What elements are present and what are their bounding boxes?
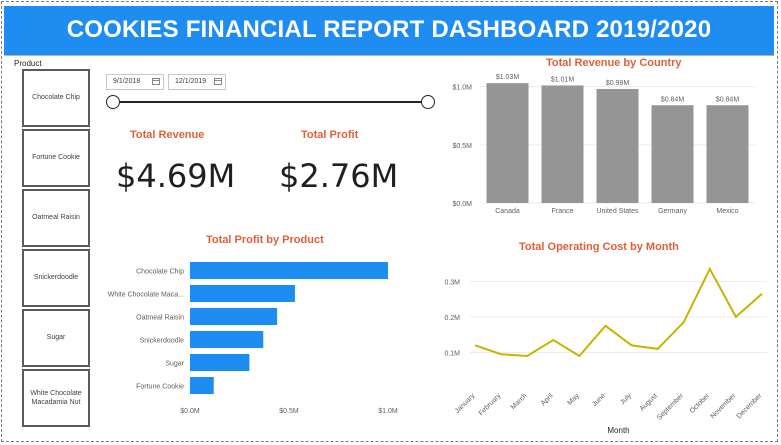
bar <box>190 354 250 371</box>
y-tick-label: Oatmeal Raisin <box>136 315 184 322</box>
data-label: $0.84M <box>661 96 685 103</box>
x-tick-label: August <box>639 392 659 412</box>
total-revenue-value: $4.69M <box>116 157 236 195</box>
product-slicer-title: Product <box>14 59 42 68</box>
operating-cost-title: Total Operating Cost by Month <box>519 241 679 253</box>
bar <box>706 105 749 203</box>
x-tick-label: $0.5M <box>279 408 299 415</box>
bar <box>596 88 639 203</box>
range-start-handle[interactable] <box>106 95 120 109</box>
slicer-item-chocolate-chip[interactable]: Chocolate Chip <box>22 69 90 127</box>
x-tick-label: France <box>552 208 574 215</box>
x-tick-label: Canada <box>495 208 520 215</box>
bar <box>541 85 584 203</box>
profit-by-product-title: Total Profit by Product <box>206 234 324 246</box>
y-tick-label: 0.2M <box>444 315 460 322</box>
bar <box>190 262 388 279</box>
data-label: $0.84M <box>716 96 740 103</box>
x-tick-label: Mexico <box>716 208 738 215</box>
range-end-handle[interactable] <box>421 95 435 109</box>
x-tick-label: July <box>619 392 633 406</box>
x-tick-label: May <box>566 392 581 407</box>
slicer-item-sugar[interactable]: Sugar <box>22 309 90 367</box>
revenue-by-country-chart: $0.0M $0.5M $1.0M $1.03M Canada $1.01M France $… <box>453 74 755 215</box>
slicer-item-oatmeal-raisin[interactable]: Oatmeal Raisin <box>22 189 90 247</box>
bar <box>651 105 694 203</box>
data-label: $1.01M <box>551 76 575 83</box>
dashboard-title: COOKIES FINANCIAL REPORT DASHBOARD 2019/… <box>4 6 774 56</box>
x-tick-label: January <box>454 392 477 415</box>
x-tick-label: September <box>656 392 686 422</box>
y-tick-label: $0.5M <box>453 143 473 150</box>
x-tick-label: $1.0M <box>378 408 398 415</box>
total-profit-label: Total Profit <box>301 129 359 141</box>
y-tick-label: 0.3M <box>444 279 460 286</box>
date-range-track[interactable] <box>113 101 428 103</box>
slicer-item-snickerdoodle[interactable]: Snickerdoodle <box>22 249 90 307</box>
y-tick-label: Chocolate Chip <box>136 269 184 276</box>
total-profit-value: $2.76M <box>279 157 399 195</box>
calendar-icon[interactable] <box>214 78 222 85</box>
x-tick-label: April <box>540 392 555 407</box>
profit-by-product-chart: Chocolate Chip White Chocolate Maca... Oat… <box>108 262 398 415</box>
total-revenue-label: Total Revenue <box>130 129 205 141</box>
x-tick-label: June <box>591 392 607 408</box>
y-tick-label: Sugar <box>165 361 184 368</box>
x-tick-label: Germany <box>658 208 687 215</box>
y-tick-label: $1.0M <box>453 85 473 92</box>
y-tick-label: $0.0M <box>453 201 473 208</box>
slicer-item-white-chocolate-macadamia-nut[interactable]: White Chocolate Macadamia Nut <box>22 369 90 427</box>
calendar-icon[interactable] <box>152 78 160 85</box>
banner-divider <box>4 55 774 56</box>
end-date-value: 12/1/2019 <box>175 78 207 85</box>
x-axis-title: Month <box>607 426 629 435</box>
y-tick-label: White Chocolate Maca... <box>108 292 184 299</box>
x-tick-label: December <box>736 392 764 420</box>
bar <box>190 308 278 325</box>
y-tick-label: 0.1M <box>444 350 460 357</box>
bar <box>190 377 214 394</box>
y-tick-label: Fortune Cookie <box>136 384 184 391</box>
data-label: $1.03M <box>496 74 520 81</box>
revenue-by-country-title: Total Revenue by Country <box>546 57 682 69</box>
x-tick-label: November <box>710 392 738 420</box>
x-tick-label: March <box>510 392 529 411</box>
bar <box>190 285 295 302</box>
operating-cost-chart: 0.1M 0.2M 0.3M January February March April May… <box>444 266 767 435</box>
x-tick-label: United States <box>596 208 639 215</box>
start-date-input[interactable]: 9/1/2018 <box>106 74 164 90</box>
x-tick-label: $0.0M <box>180 408 200 415</box>
slicer-item-fortune-cookie[interactable]: Fortune Cookie <box>22 129 90 187</box>
bar <box>190 331 264 348</box>
y-tick-label: Snickerdoodle <box>140 338 184 345</box>
series-line <box>474 266 763 358</box>
x-tick-label: October <box>689 392 712 415</box>
start-date-value: 9/1/2018 <box>113 78 141 85</box>
bar <box>486 83 529 203</box>
data-label: $0.98M <box>606 80 630 87</box>
end-date-input[interactable]: 12/1/2019 <box>168 74 226 90</box>
x-tick-label: February <box>478 392 503 417</box>
